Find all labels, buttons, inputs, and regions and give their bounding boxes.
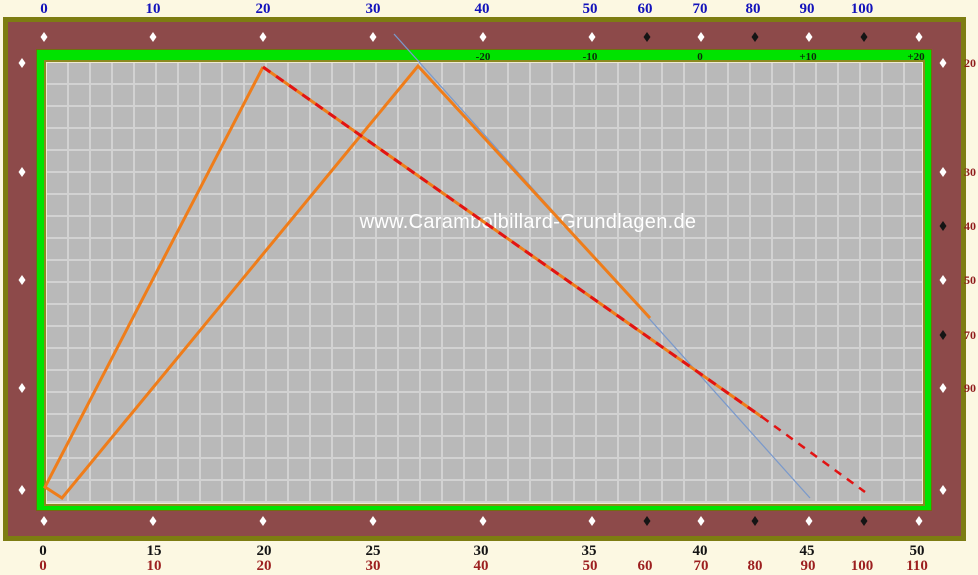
bottom-scale-red-label: 100: [850, 558, 874, 574]
cushion-scale-label: +20: [907, 51, 925, 63]
top-scale-label: 20: [255, 1, 271, 17]
top-scale-label: 100: [850, 1, 874, 17]
top-scale-label: 0: [40, 1, 48, 17]
rail-diamond-black: [860, 32, 868, 42]
rail-diamond-black: [643, 516, 651, 526]
bottom-scale-red-label: 10: [146, 558, 162, 574]
bottom-scale-red-label: 50: [582, 558, 598, 574]
rail-diamond-white: [18, 485, 26, 495]
playing-surface-border: [44, 60, 925, 506]
rail-diamond-black: [751, 516, 759, 526]
cushion-scale-label: 0: [697, 51, 703, 63]
bottom-scale-red-label: 0: [39, 558, 47, 574]
rail-diamond-white: [915, 32, 923, 42]
rail-diamond-white: [697, 516, 705, 526]
bottom-scale-red-label: 30: [365, 558, 381, 574]
rail-diamond-white: [805, 516, 813, 526]
bottom-scale-red-label: 40: [473, 558, 489, 574]
top-scale-label: 70: [692, 1, 708, 17]
rail-diamond-white: [479, 516, 487, 526]
rail-diamond-white: [18, 383, 26, 393]
bottom-scale-black-label: 35: [581, 543, 597, 559]
rail-diamond-white: [588, 516, 596, 526]
bottom-scale-black-label: 40: [692, 543, 708, 559]
right-scale-label: 50: [964, 273, 976, 287]
rail-diamond-white: [369, 516, 377, 526]
rail-diamond-white: [939, 275, 947, 285]
bottom-scale-red-label: 110: [906, 558, 928, 574]
bottom-scale-black-label: 20: [256, 543, 272, 559]
rail-diamond-white: [915, 516, 923, 526]
bottom-scale-black-label: 30: [473, 543, 489, 559]
rail-diamond-white: [40, 32, 48, 42]
top-scale-label: 50: [582, 1, 598, 17]
bottom-scale-black-label: 50: [909, 543, 925, 559]
rail-diamond-black: [860, 516, 868, 526]
top-scale-label: 40: [474, 1, 490, 17]
rail-diamond-black: [939, 330, 947, 340]
right-scale-label: 20: [964, 56, 976, 70]
rail-diamond-white: [259, 32, 267, 42]
bottom-scale-red-label: 20: [256, 558, 272, 574]
bottom-scale-black-label: 45: [799, 543, 815, 559]
right-scale-label: 40: [964, 219, 976, 233]
cushion-scale-label: -20: [475, 51, 491, 63]
rail-diamond-white: [939, 383, 947, 393]
rail-diamond-white: [939, 58, 947, 68]
rail-diamond-white: [149, 32, 157, 42]
top-scale-label: 10: [145, 1, 161, 17]
bottom-scale-red-label: 60: [637, 558, 653, 574]
right-scale-label: 70: [964, 328, 976, 342]
rail-diamond-white: [18, 275, 26, 285]
rail-diamond-white: [259, 516, 267, 526]
cushion-scale-label: +10: [799, 51, 817, 63]
right-scale-label: 30: [964, 165, 976, 179]
playing-surface-grid: [47, 63, 922, 503]
bottom-scale-red-label: 80: [747, 558, 763, 574]
rail-diamond-white: [40, 516, 48, 526]
watermark-text: www.Carambolbillard-Grundlagen.de: [359, 211, 697, 233]
rail-diamond-black: [939, 221, 947, 231]
top-scale-label: 80: [745, 1, 761, 17]
bottom-scale-black-label: 25: [365, 543, 381, 559]
rail-diamond-white: [18, 58, 26, 68]
top-scale-label: 60: [637, 1, 653, 17]
top-scale-label: 90: [799, 1, 815, 17]
bottom-scale-red-label: 90: [800, 558, 816, 574]
right-scale-label: 90: [964, 381, 976, 395]
top-scale-label: 30: [365, 1, 381, 17]
rail-diamond-white: [18, 167, 26, 177]
bottom-scale-black-label: 0: [39, 543, 47, 559]
rail-diamond-white: [149, 516, 157, 526]
rail-diamond-white: [369, 32, 377, 42]
rail-diamond-white: [939, 485, 947, 495]
cushion-scale-label: -10: [582, 51, 598, 63]
bottom-scale-red-label: 70: [693, 558, 709, 574]
bottom-scale-black-label: 15: [146, 543, 162, 559]
rail-diamond-white: [939, 167, 947, 177]
